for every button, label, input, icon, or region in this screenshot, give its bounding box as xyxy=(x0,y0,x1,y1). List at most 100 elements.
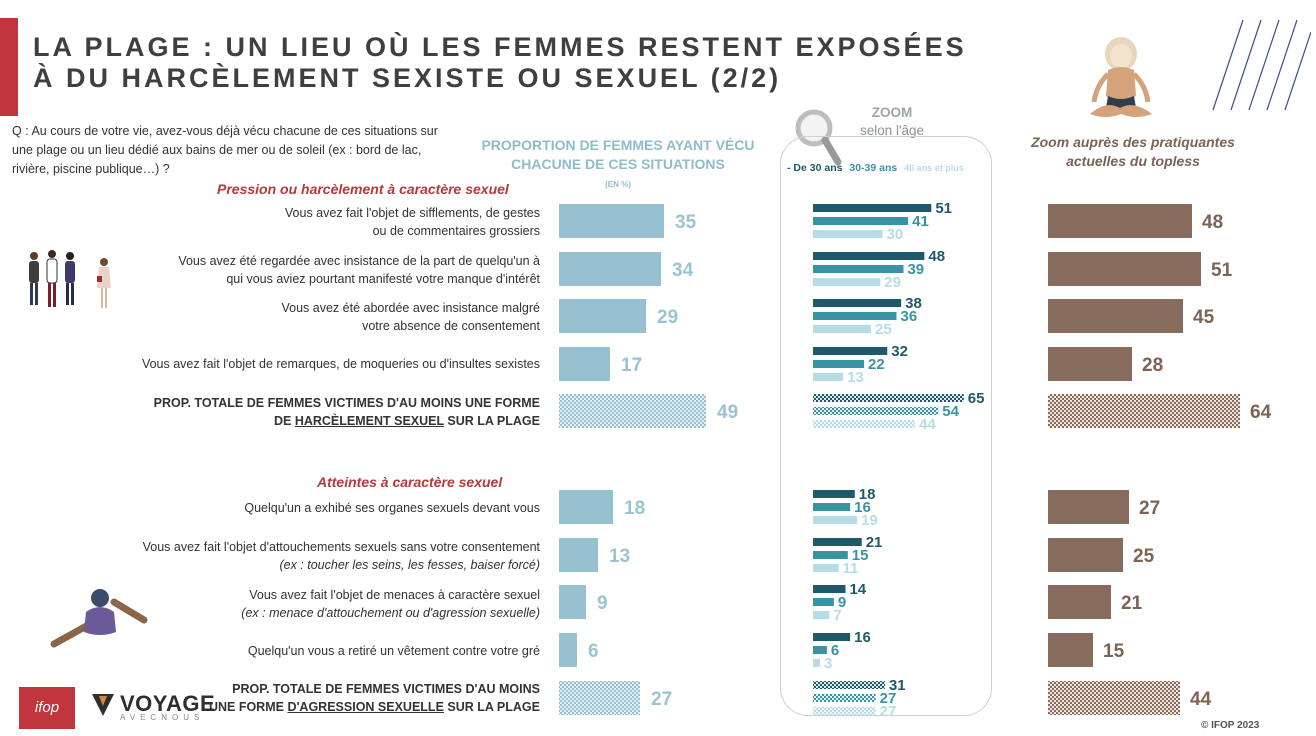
topless-bar xyxy=(1048,490,1129,524)
row-label-line: Vous avez fait l'objet de menaces à cara… xyxy=(249,588,540,602)
topless-bar-label: 21 xyxy=(1121,593,1143,614)
row-label-line: Vous avez été regardée avec insistance d… xyxy=(178,254,540,268)
voyage-logo-text: VOYAGE xyxy=(120,691,216,716)
age-bar-label: 31 xyxy=(889,677,906,694)
main-bar xyxy=(559,394,706,428)
main-bar-label: 29 xyxy=(657,307,678,328)
topless-bar-label: 51 xyxy=(1211,260,1233,281)
topless-bar-label: 44 xyxy=(1190,689,1212,710)
age-bar-label: 48 xyxy=(928,248,945,265)
age-bar xyxy=(813,230,883,238)
age-bar xyxy=(813,299,902,307)
age-bar xyxy=(813,551,848,559)
age-bar-label: 36 xyxy=(901,308,918,325)
main-bar-label: 17 xyxy=(621,355,642,376)
topless-bars-group: 48 51 45 28 64 27 25 21 15 44 xyxy=(1048,204,1272,715)
topless-bar xyxy=(1048,538,1123,572)
total-label-underlined: D'AGRESSION SEXUELLE xyxy=(287,700,444,714)
age-bar-label: 44 xyxy=(919,416,936,433)
legend-under-30: - De 30 ans xyxy=(787,162,843,174)
age-bar-label: 41 xyxy=(912,213,929,230)
age-bar-label: 30 xyxy=(887,226,904,243)
row-label-line: qui vous aviez pourtant manifesté votre … xyxy=(226,272,540,286)
row-label-line: Vous avez fait l'objet de remarques, de … xyxy=(141,357,540,371)
main-bar xyxy=(559,681,640,715)
topless-bar-label: 48 xyxy=(1202,212,1223,233)
age-bar-label: 16 xyxy=(854,499,871,516)
row-label-line: votre absence de consentement xyxy=(362,319,540,333)
age-bar xyxy=(813,347,888,355)
age-bar xyxy=(813,278,881,286)
voyage-avec-nous-logo: VOYAGE xyxy=(90,691,215,718)
zoom-title: ZOOM xyxy=(871,105,913,120)
age-bar-label: 15 xyxy=(852,547,869,564)
age-bar-label: 3 xyxy=(824,655,832,672)
age-bar-label: 25 xyxy=(875,321,892,338)
topless-bar-label: 64 xyxy=(1250,402,1272,423)
age-bar xyxy=(813,611,830,619)
age-bar-label: 7 xyxy=(833,607,841,624)
age-bar xyxy=(813,585,846,593)
sunbather-illustration xyxy=(1090,37,1152,117)
main-bars-group: 35 34 29 17 49 18 13 9 6 27 xyxy=(559,204,738,715)
row-label-whistles: Vous avez fait l'objet de sifflements, d… xyxy=(285,204,540,240)
age-bar-label: 38 xyxy=(905,295,922,312)
row-label-line: (ex : toucher les seins, les fesses, bai… xyxy=(279,558,540,572)
age-bar-label: 13 xyxy=(847,369,864,386)
topless-column-header: Zoom auprès des pratiquantes actuelles d… xyxy=(1031,134,1235,169)
age-bar-label: 22 xyxy=(868,356,885,373)
age-bar xyxy=(813,694,876,702)
main-bar-label: 6 xyxy=(588,641,599,662)
copyright: © IFOP 2023 xyxy=(1201,720,1260,731)
age-bar xyxy=(813,633,851,641)
row-label-total-harassment: PROP. TOTALE DE FEMMES VICTIMES D'AU MOI… xyxy=(154,394,540,430)
age-bar xyxy=(813,538,862,546)
age-bar xyxy=(813,503,851,511)
age-bar-label: 27 xyxy=(880,690,897,707)
main-bar-label: 35 xyxy=(675,212,697,233)
total-label-line2: DE HARCÈLEMENT SEXUEL SUR LA PLAGE xyxy=(154,412,540,430)
people-group-illustration xyxy=(29,250,111,308)
age-bar-label: 18 xyxy=(859,486,876,503)
decorative-diagonal-lines xyxy=(1212,19,1311,111)
age-bar-label: 27 xyxy=(880,703,897,720)
age-bar xyxy=(813,490,855,498)
threatened-woman-illustration xyxy=(50,589,148,648)
age-bar-label: 9 xyxy=(838,594,846,611)
total-label-line1: PROP. TOTALE DE FEMMES VICTIMES D'AU MOI… xyxy=(153,396,540,410)
row-label-remarks: Vous avez fait l'objet de remarques, de … xyxy=(142,355,540,373)
row-label-line: Quelqu'un a exhibé ses organes sexuels d… xyxy=(244,501,540,515)
age-bar-label: 32 xyxy=(891,343,908,360)
main-bar xyxy=(559,633,577,667)
age-bar xyxy=(813,516,858,524)
row-label-clothing: Quelqu'un vous a retiré un vêtement cont… xyxy=(248,642,540,660)
row-label-line: ou de commentaires grossiers xyxy=(372,224,540,238)
page-title: LA PLAGE : UN LIEU OÙ LES FEMMES RESTENT… xyxy=(33,32,967,94)
topless-bar-label: 27 xyxy=(1139,498,1160,519)
row-label-line: (ex : menace d'attouchement ou d'agressi… xyxy=(241,606,540,620)
legend-40-plus: 40 ans et plus xyxy=(904,163,964,173)
topless-bar xyxy=(1048,347,1132,381)
row-label-line: Vous avez fait l'objet de sifflements, d… xyxy=(284,206,540,220)
topless-bar-label: 45 xyxy=(1193,307,1215,328)
age-bar xyxy=(813,325,871,333)
age-bars-group: 51 48 38 32 65 18 21 14 16 31 41 39 36 22 54 16 15 9 6 27 30… xyxy=(813,200,984,720)
age-bar xyxy=(813,681,885,689)
page-title-line2: À DU HARCÈLEMENT SEXISTE OU SEXUEL (2/2) xyxy=(33,63,782,93)
total-label-pre: DE xyxy=(273,414,295,428)
main-bar-label: 18 xyxy=(624,498,645,519)
legend-30-39: 30-39 ans xyxy=(849,162,898,174)
main-bar-label: 13 xyxy=(609,546,630,567)
age-bar xyxy=(813,265,904,273)
row-label-total-assault: PROP. TOTALE DE FEMMES VICTIMES D'AU MOI… xyxy=(209,680,540,716)
topless-bar xyxy=(1048,252,1201,286)
main-bar xyxy=(559,347,610,381)
main-bar xyxy=(559,490,613,524)
age-bar-label: 39 xyxy=(907,261,924,278)
main-bar xyxy=(559,585,586,619)
topless-bar-label: 28 xyxy=(1142,355,1163,376)
main-bar-label: 49 xyxy=(717,402,738,423)
total-label-underlined: HARCÈLEMENT SEXUEL xyxy=(294,414,444,428)
age-bar xyxy=(813,407,939,415)
